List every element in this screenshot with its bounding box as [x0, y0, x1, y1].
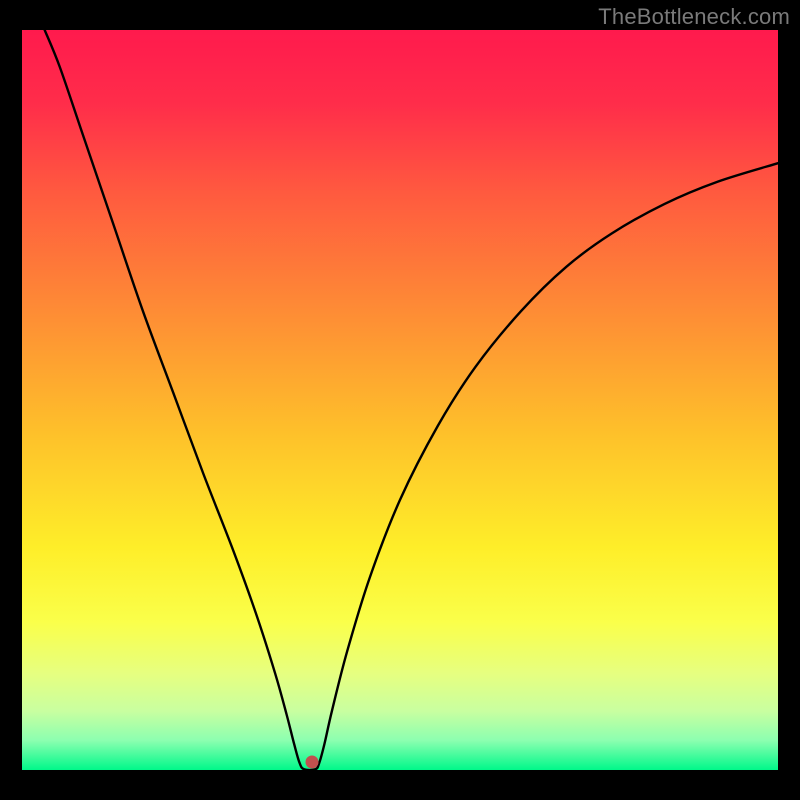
bottleneck-curve [45, 30, 778, 770]
frame-edge-bottom [0, 770, 800, 800]
frame-edge-left [0, 0, 22, 800]
frame-edge-right [778, 0, 800, 800]
watermark-text: TheBottleneck.com [598, 4, 790, 30]
curve-layer [22, 30, 778, 770]
chart-canvas: TheBottleneck.com [0, 0, 800, 800]
plot-area [22, 30, 778, 770]
minimum-marker [306, 755, 319, 768]
